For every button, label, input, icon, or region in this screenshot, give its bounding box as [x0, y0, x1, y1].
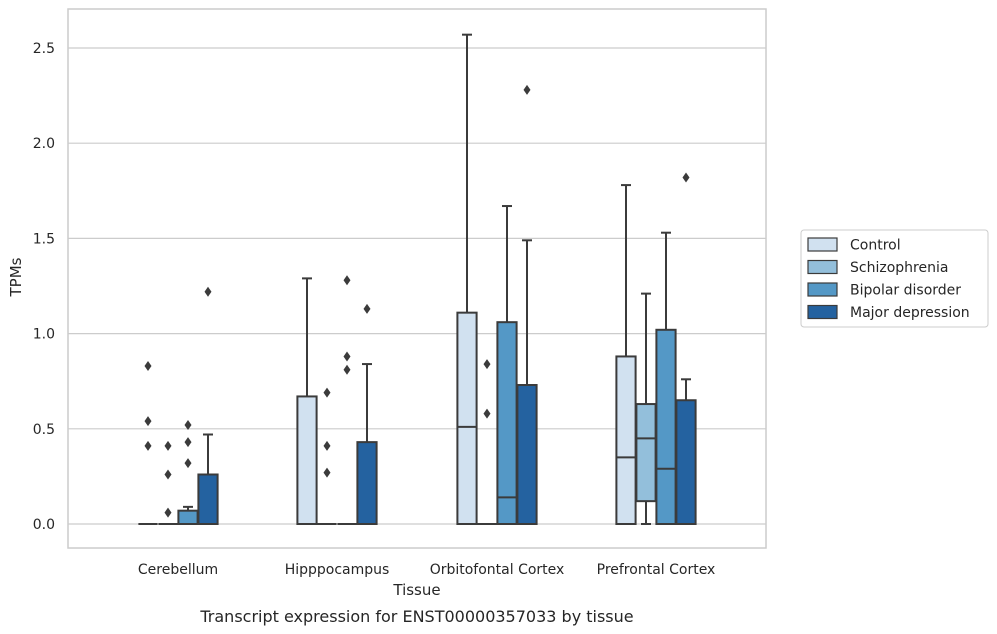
plot-frame [67, 8, 767, 549]
outlier-point [184, 419, 192, 430]
legend-frame [800, 229, 989, 328]
y-tick-label: 1.0 [33, 327, 55, 343]
x-tick-label: Orbitofontal Cortex [430, 562, 565, 578]
box-body [296, 395, 318, 526]
box-control [138, 360, 158, 525]
y-tick-label: 0.0 [33, 517, 55, 533]
legend-swatch [807, 304, 838, 320]
x-axis-ticks: Cerebellum Hipppocampus Orbitofontal Corte… [138, 562, 715, 578]
box-major-depression [675, 172, 697, 525]
box-layer [138, 33, 697, 526]
box-control [296, 277, 318, 526]
box-schizophrenia [317, 387, 337, 525]
box-body [356, 441, 378, 525]
box-body [496, 321, 518, 525]
box-major-depression [516, 84, 538, 525]
x-tick-label: Hipppocampus [285, 562, 390, 578]
box-body [197, 473, 219, 526]
outlier-point [144, 416, 152, 427]
box-body [675, 399, 697, 525]
outlier-point [483, 408, 491, 419]
box-schizophrenia [158, 440, 178, 525]
legend-swatch [807, 282, 838, 297]
outlier-point [363, 303, 371, 314]
box-bipolar-disorder [337, 275, 357, 525]
legend-label: Schizophrenia [850, 260, 948, 276]
box-schizophrenia [477, 359, 497, 525]
outlier-point [184, 437, 192, 448]
box-bipolar-disorder [655, 231, 677, 525]
outlier-point [523, 84, 531, 95]
outlier-point [184, 458, 192, 469]
box-body [516, 384, 538, 525]
x-axis-label: Tissue [392, 581, 440, 599]
box-body [635, 403, 657, 503]
box-body [177, 509, 199, 525]
y-axis-ticks: 0.0 0.5 1.0 1.5 2.0 2.5 [33, 41, 55, 533]
outlier-point [343, 275, 351, 286]
box-body [456, 311, 478, 525]
x-tick-label: Prefrontal Cortex [597, 562, 716, 578]
y-tick-label: 2.5 [33, 41, 55, 57]
box-bipolar-disorder [496, 205, 518, 525]
legend-swatch [807, 259, 838, 275]
outlier-point [682, 172, 690, 183]
legend-label: Major depression [850, 305, 970, 321]
box-schizophrenia [635, 292, 657, 525]
y-tick-label: 1.5 [33, 231, 55, 247]
outlier-point [343, 351, 351, 362]
outlier-point [164, 507, 172, 518]
outlier-point [164, 440, 172, 451]
legend-label: Bipolar disorder [850, 283, 961, 299]
y-axis-label: TPMs [7, 257, 25, 297]
outlier-point [323, 387, 331, 398]
box-major-depression [197, 286, 219, 526]
outlier-point [204, 286, 212, 297]
y-tick-label: 0.5 [33, 422, 55, 438]
box-body [615, 355, 637, 525]
outlier-point [164, 469, 172, 480]
y-tick-label: 2.0 [33, 136, 55, 152]
chart-caption: Transcript expression for ENST0000035703… [199, 607, 633, 626]
legend-swatch [807, 237, 838, 252]
outlier-point [323, 440, 331, 451]
box-control [456, 33, 478, 525]
box-body [655, 328, 677, 525]
outlier-point [483, 359, 491, 370]
box-major-depression [356, 303, 378, 525]
outlier-point [144, 360, 152, 371]
outlier-point [144, 440, 152, 451]
outlier-point [323, 467, 331, 478]
legend: Control Schizophrenia Bipolar disorder Majo… [800, 229, 989, 328]
legend-label: Control [850, 238, 901, 254]
x-tick-label: Cerebellum [138, 562, 218, 578]
outlier-point [343, 364, 351, 375]
box-control [615, 184, 637, 525]
box-bipolar-disorder [177, 419, 199, 525]
